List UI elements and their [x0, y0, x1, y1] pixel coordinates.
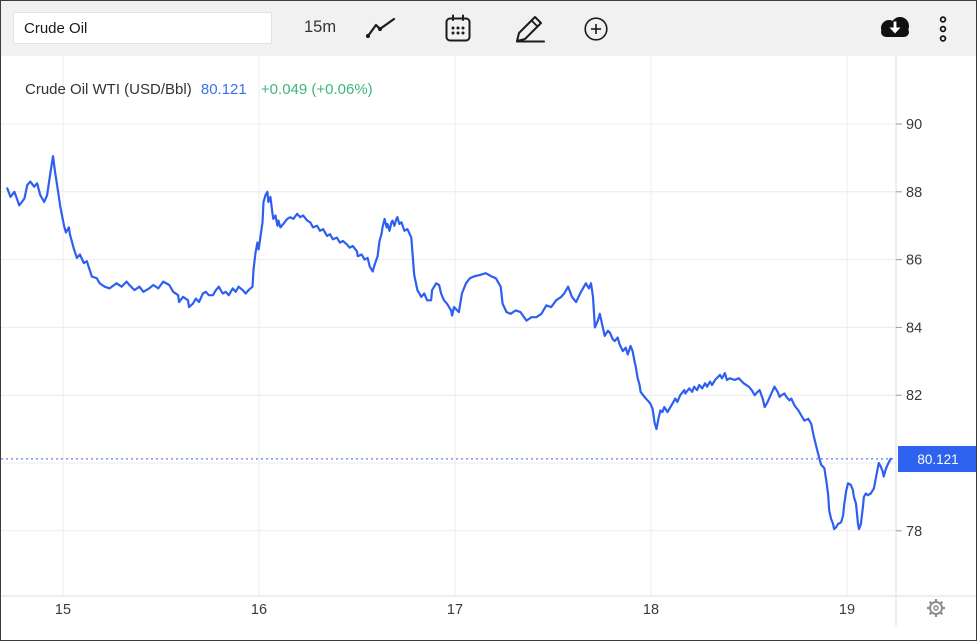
- kebab-menu-icon: [937, 15, 949, 43]
- calendar-button[interactable]: [444, 14, 472, 43]
- interval-selector[interactable]: 15m: [304, 18, 337, 36]
- draw-pencil-icon: [513, 14, 547, 43]
- last-price-badge: 80.121: [898, 446, 976, 472]
- x-tick-label: 16: [251, 602, 267, 618]
- y-tick-label: 88: [906, 185, 922, 201]
- chart-settings-button[interactable]: [925, 597, 947, 619]
- x-tick-label: 19: [839, 602, 855, 618]
- trend-line-icon: [366, 16, 396, 42]
- x-tick-label: 15: [55, 602, 71, 618]
- download-cloud-icon: [875, 14, 915, 44]
- calendar-icon: [444, 14, 472, 43]
- settings-gear-icon: [925, 599, 947, 623]
- instrument-title: Crude Oil WTI (USD/Bbl): [25, 81, 192, 98]
- y-tick-label: 82: [906, 388, 922, 404]
- download-button[interactable]: [875, 14, 915, 44]
- y-tick-label: 90: [906, 117, 922, 133]
- chart-type-button[interactable]: [366, 16, 396, 42]
- y-tick-label: 86: [906, 253, 922, 269]
- symbol-search-input[interactable]: [13, 12, 272, 44]
- price-chart[interactable]: 90 88 86 84 82 78 15 16 17 18 19: [1, 56, 977, 641]
- last-price-text: 80.121: [200, 81, 247, 98]
- price-line-series: [6, 155, 892, 531]
- y-tick-label: 78: [906, 524, 922, 540]
- add-indicator-button[interactable]: [583, 16, 609, 42]
- add-circle-icon: [583, 16, 609, 42]
- draw-button[interactable]: [513, 14, 547, 43]
- y-tick-label: 84: [906, 320, 922, 336]
- x-tick-label: 17: [447, 602, 463, 618]
- chart-legend: Crude Oil WTI (USD/Bbl) 80.121 +0.049 (+…: [25, 81, 373, 98]
- more-menu-button[interactable]: [937, 15, 949, 43]
- x-tick-label: 18: [643, 602, 659, 618]
- toolbar: 15m: [1, 1, 976, 56]
- price-change-text: +0.049 (+0.06%): [260, 81, 373, 98]
